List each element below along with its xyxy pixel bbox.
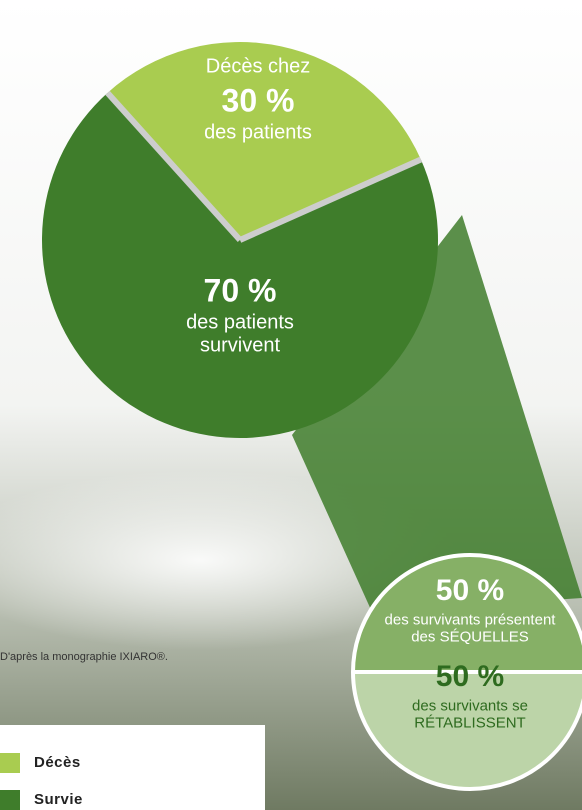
slice-value-label: 50 % [436,574,504,607]
footnote: D'après la monographie IXIARO®. [0,651,168,663]
slice-value-label: 30 % [222,82,295,118]
slice-caption: des survivants se [412,697,528,714]
slice-caption: survivent [200,335,280,357]
slice-caption: des patients [204,122,312,144]
slice-value-label: 70 % [204,272,277,308]
slice-caption: des patients [186,312,294,334]
legend-label: Décès [34,754,81,771]
legend-label: Survie [34,791,83,808]
slice-caption: Décès chez [206,55,311,77]
slice-value-label: 50 % [436,660,504,693]
slice-caption: des survivants présentent [385,611,557,628]
legend-swatch [0,790,20,810]
infographic: D'après la monographie IXIARO®. Décès ch… [0,0,582,810]
legend-swatch [0,753,20,773]
slice-caption: RÉTABLISSENT [414,715,525,732]
slice-caption: des SÉQUELLES [411,629,529,646]
